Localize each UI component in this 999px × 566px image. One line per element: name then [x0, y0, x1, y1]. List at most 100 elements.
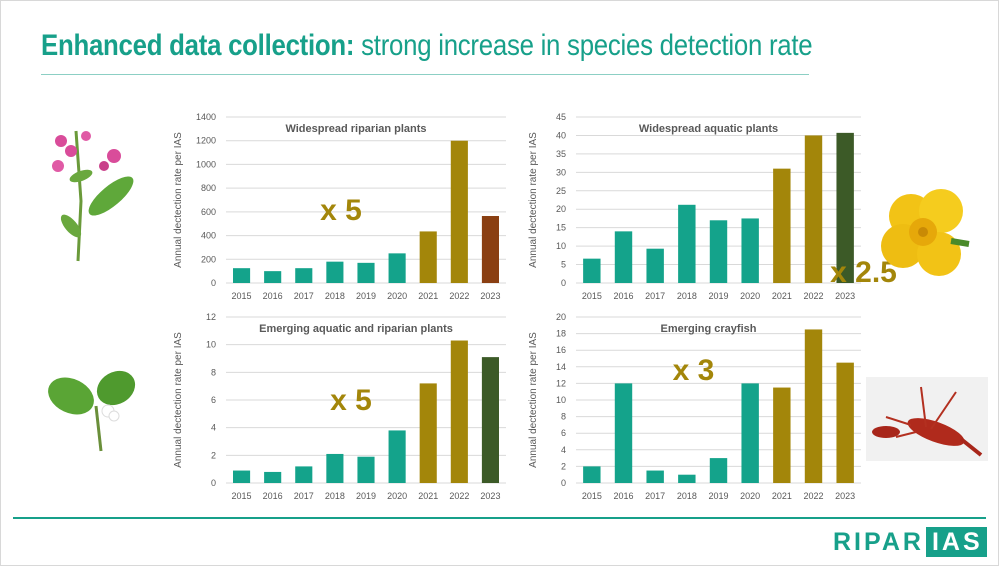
x-tick-label: 2019 — [708, 491, 728, 501]
multiplier-annotation: x 3 — [673, 354, 715, 387]
x-tick-label: 2016 — [263, 291, 283, 301]
multiplier-annotation: x 2.5 — [830, 256, 897, 289]
bar-2018 — [326, 261, 344, 283]
y-tick-label: 200 — [201, 254, 216, 264]
y-tick-label: 18 — [556, 329, 566, 339]
bar-2015 — [583, 466, 601, 483]
bar-2016 — [264, 271, 282, 283]
x-tick-label: 2023 — [835, 491, 855, 501]
bar-2020 — [388, 253, 406, 283]
bar-2016 — [614, 383, 633, 483]
bar-2021 — [419, 231, 437, 283]
bar-2020 — [741, 383, 759, 483]
y-tick-label: 12 — [206, 312, 216, 322]
bar-2022 — [450, 140, 468, 283]
x-tick-label: 2023 — [480, 291, 500, 301]
bar-2019 — [709, 458, 728, 483]
x-tick-label: 2019 — [708, 291, 728, 301]
bar-2023 — [836, 362, 854, 483]
x-tick-label: 2018 — [325, 491, 345, 501]
x-tick-label: 2020 — [740, 291, 760, 301]
x-tick-label: 2015 — [582, 491, 602, 501]
x-tick-label: 2022 — [449, 291, 469, 301]
bar-2023 — [481, 216, 499, 283]
y-tick-label: 1000 — [196, 159, 216, 169]
title-underline — [41, 74, 809, 75]
bar-2017 — [646, 470, 664, 483]
chart-title: Widespread aquatic plants — [639, 123, 778, 135]
x-tick-label: 2018 — [677, 491, 697, 501]
y-tick-label: 15 — [556, 223, 566, 233]
bar-2016 — [614, 231, 633, 283]
y-tick-label: 800 — [201, 183, 216, 193]
y-tick-label: 12 — [556, 378, 566, 388]
x-tick-label: 2019 — [356, 491, 376, 501]
chart-svg: 0 2 4 6 8 10 12 14 16 18 20 2015 2016 2017 2018 2019 202… — [528, 312, 861, 501]
bar-2019 — [357, 262, 375, 283]
bar-2021 — [773, 168, 791, 283]
y-tick-label: 2 — [561, 461, 566, 471]
x-tick-label: 2020 — [387, 491, 407, 501]
x-tick-label: 2023 — [480, 491, 500, 501]
x-tick-label: 2020 — [740, 491, 760, 501]
impatiens-flower-image — [52, 130, 134, 262]
y-tick-label: 16 — [556, 345, 566, 355]
x-tick-label: 2021 — [772, 291, 792, 301]
chart-title: Widespread riparian plants — [285, 123, 426, 135]
y-tick-label: 1200 — [196, 136, 216, 146]
logo-text-ias: IAS — [925, 527, 987, 557]
y-tick-label: 45 — [556, 112, 566, 122]
x-tick-label: 2022 — [803, 491, 823, 501]
x-tick-label: 2017 — [294, 491, 314, 501]
riparias-logo: RIPAR IAS — [833, 527, 987, 557]
white-flower-leaves-image — [48, 370, 136, 452]
x-tick-label: 2016 — [613, 291, 633, 301]
bar-2018 — [678, 204, 696, 283]
bar-2019 — [709, 220, 728, 283]
x-tick-label: 2017 — [645, 491, 665, 501]
y-tick-label: 10 — [206, 340, 216, 350]
y-tick-label: 35 — [556, 149, 566, 159]
y-tick-label: 0 — [211, 278, 216, 288]
y-tick-label: 25 — [556, 186, 566, 196]
title-bold: Enhanced data collection: — [41, 29, 355, 62]
y-tick-label: 4 — [211, 423, 216, 433]
bar-2018 — [678, 474, 696, 483]
x-tick-label: 2023 — [835, 291, 855, 301]
chart-svg: 0 5 10 15 20 25 30 35 40 45 2015 2016 2017 2018 2019 20… — [528, 112, 897, 301]
bar-2023 — [836, 132, 854, 283]
bar-2017 — [646, 248, 664, 283]
footer-divider — [13, 517, 986, 519]
x-tick-label: 2020 — [387, 291, 407, 301]
bar-2015 — [233, 470, 251, 483]
chart-svg: 0 2 4 6 8 10 12 2015 2016 2017 2018 2019 2020 2021 202… — [173, 312, 506, 501]
y-tick-label: 30 — [556, 167, 566, 177]
y-tick-label: 8 — [561, 412, 566, 422]
y-tick-label: 10 — [556, 395, 566, 405]
y-tick-label: 6 — [211, 395, 216, 405]
crayfish-image — [866, 377, 988, 461]
bar-2022 — [804, 135, 823, 283]
chart-widespread-aquatic: 0 5 10 15 20 25 30 35 40 45 2015 2016 2017 2018 2019 20… — [516, 106, 897, 306]
x-tick-label: 2016 — [263, 491, 283, 501]
y-tick-label: 14 — [556, 362, 566, 372]
chart-emerging-plants: 0 2 4 6 8 10 12 2015 2016 2017 2018 2019 2020 2021 202… — [161, 306, 511, 506]
x-tick-label: 2017 — [645, 291, 665, 301]
y-tick-label: 8 — [211, 367, 216, 377]
x-tick-label: 2018 — [325, 291, 345, 301]
y-tick-label: 400 — [201, 231, 216, 241]
chart-emerging-crayfish: 0 2 4 6 8 10 12 14 16 18 20 2015 2016 2017 2018 2019 202… — [516, 306, 866, 506]
bar-2021 — [773, 387, 791, 483]
bar-2015 — [583, 258, 601, 283]
bar-2022 — [804, 329, 823, 483]
y-tick-label: 6 — [561, 428, 566, 438]
x-tick-label: 2022 — [803, 291, 823, 301]
x-tick-label: 2021 — [772, 491, 792, 501]
y-axis-label: Annual dectection rate per IAS — [173, 332, 184, 468]
bar-2017 — [295, 466, 313, 483]
chart-widespread-riparian: 0 200 400 600 800 1000 1200 1400 2015 2016 2017 201… — [161, 106, 511, 306]
x-tick-label: 2021 — [418, 491, 438, 501]
x-tick-label: 2019 — [356, 291, 376, 301]
bar-2016 — [264, 471, 282, 483]
multiplier-annotation: x 5 — [330, 384, 372, 417]
